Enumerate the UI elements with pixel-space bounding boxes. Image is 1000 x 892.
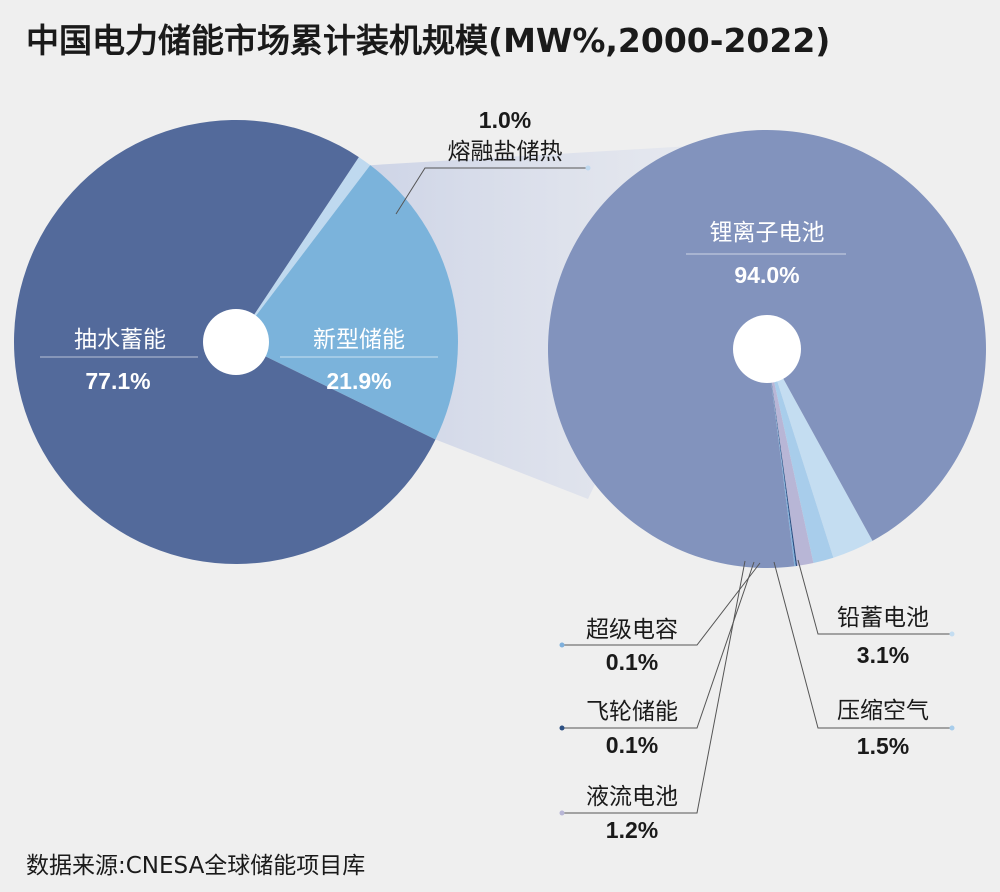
- slice-label-value: 0.1%: [606, 649, 658, 675]
- slice-label-value: 0.1%: [606, 732, 658, 758]
- pie-slice-left-1: [236, 165, 458, 440]
- slice-label-value: 3.1%: [857, 642, 909, 668]
- chart-title: 中国电力储能市场累计装机规模(MW%,2000-2022): [26, 21, 831, 60]
- leader-dot: [559, 810, 565, 816]
- slice-label-value: 94.0%: [734, 262, 799, 288]
- pie-slice-right-2: [767, 349, 834, 564]
- leader-dot: [949, 631, 955, 637]
- slice-label-value: 1.0%: [479, 107, 531, 133]
- leader-line: [562, 560, 746, 814]
- slice-label-name: 锂离子电池: [710, 220, 825, 246]
- slice-label-name: 铅蓄电池: [837, 605, 929, 631]
- slice-label-name: 熔融盐储热: [448, 139, 563, 165]
- leader-dot: [559, 725, 565, 731]
- leader-dot: [949, 725, 955, 731]
- slice-label-name: 液流电池: [586, 784, 678, 810]
- donut-hole-left: [203, 309, 269, 375]
- pie-slice-left-2: [236, 157, 371, 342]
- pie-slice-right-4: [767, 349, 798, 567]
- leader-line: [395, 167, 588, 215]
- slice-label-value: 21.9%: [326, 368, 391, 394]
- donut-hole-right: [733, 315, 801, 383]
- slice-label-name: 飞轮储能: [586, 699, 678, 725]
- slice-label-name: 超级电容: [586, 617, 678, 643]
- data-source: 数据来源:CNESA全球储能项目库: [26, 853, 366, 879]
- pie-slice-right-5: [767, 349, 796, 567]
- leader-dot: [559, 642, 565, 648]
- pie-slice-right-1: [767, 349, 873, 558]
- slice-label-value: 77.1%: [85, 368, 150, 394]
- slice-label-name: 压缩空气: [837, 698, 929, 724]
- slice-label-value: 1.2%: [606, 817, 658, 843]
- slice-label-name: 抽水蓄能: [74, 327, 166, 353]
- leader-line: [562, 561, 755, 729]
- leader-dot: [585, 165, 591, 171]
- slice-label-value: 1.5%: [857, 733, 909, 759]
- leader-line: [797, 559, 952, 635]
- leader-line: [773, 561, 952, 729]
- pie-slice-right-3: [767, 349, 814, 566]
- slice-label-name: 新型储能: [313, 327, 405, 353]
